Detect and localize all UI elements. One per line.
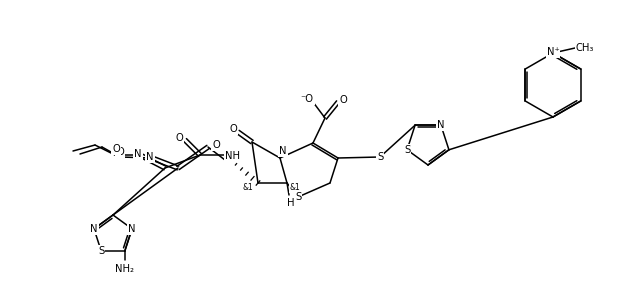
Text: N: N — [134, 149, 142, 159]
Text: O: O — [112, 144, 120, 154]
Text: S: S — [295, 192, 301, 202]
Text: H: H — [288, 198, 295, 208]
Text: O: O — [175, 133, 183, 143]
Text: S: S — [377, 152, 383, 162]
Text: N⁺: N⁺ — [547, 47, 559, 57]
Text: NH: NH — [224, 151, 240, 161]
Text: CH₃: CH₃ — [576, 43, 594, 53]
Text: &1: &1 — [243, 183, 253, 193]
Text: S: S — [404, 145, 410, 155]
Text: S: S — [98, 246, 104, 256]
Text: NH₂: NH₂ — [115, 264, 134, 274]
Text: &1: &1 — [289, 183, 300, 193]
Text: N: N — [279, 146, 287, 156]
Text: N: N — [437, 120, 445, 130]
Text: O: O — [339, 95, 347, 105]
Text: O: O — [229, 124, 237, 134]
Text: N: N — [90, 224, 98, 234]
Text: O: O — [212, 140, 220, 150]
Text: ⁻O: ⁻O — [300, 94, 313, 104]
Text: O: O — [116, 147, 124, 157]
Text: N: N — [128, 224, 136, 234]
Text: N: N — [146, 152, 154, 162]
